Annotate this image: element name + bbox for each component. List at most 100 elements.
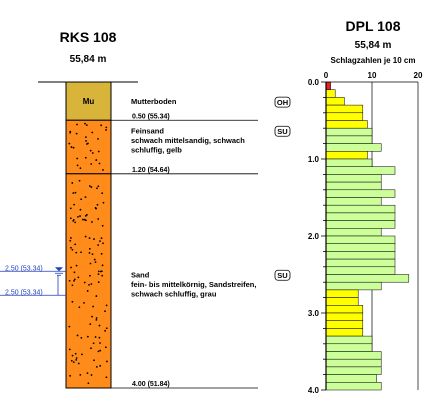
sand-dot: [89, 274, 91, 277]
sand-dot: [93, 238, 95, 240]
soil-symbol-label: OH: [277, 98, 288, 107]
sand-dot: [86, 372, 89, 374]
sand-dot: [82, 218, 84, 221]
rks-water-levels: 2.50 (53.34) 2.50 (53.34): [0, 265, 66, 296]
sand-dot: [91, 152, 94, 154]
rks-layer-desc: fein- bis mittelkörnig, Sandstreifen,: [131, 280, 256, 289]
y-tick-label: 4.0: [308, 386, 320, 395]
sand-dot: [81, 353, 83, 356]
sand-dot: [95, 159, 98, 161]
x-tick-label: 10: [368, 71, 377, 80]
water-level-label: 2.50 (53.34): [5, 265, 43, 272]
sand-dot: [73, 280, 75, 282]
dpl-bar: [325, 81, 331, 90]
dpl-bar: [325, 143, 382, 152]
sand-dot: [86, 335, 89, 338]
dpl-chart: 0 10 20 0.0 1.0 2.0 3.0 4.0: [308, 71, 423, 395]
dpl-bar: [325, 220, 396, 229]
y-tick-label: 2.0: [308, 232, 320, 241]
dpl-bar: [325, 297, 359, 306]
sand-dot: [99, 349, 102, 352]
dpl-bar: [325, 258, 396, 268]
sand-dot: [79, 208, 82, 211]
dpl-bar: [325, 228, 382, 237]
sand-dot: [73, 278, 76, 281]
sand-dot: [77, 276, 80, 279]
rks-layer-desc: schwach schluffig, grau: [131, 289, 217, 298]
sand-dot: [91, 253, 94, 256]
water-level-label: 2.50 (53.34): [5, 289, 43, 296]
dpl-bar: [325, 235, 396, 244]
sand-dot: [101, 264, 104, 267]
sand-dot: [91, 221, 93, 223]
dpl-bar: [325, 335, 373, 345]
dpl-bar: [325, 158, 373, 167]
dpl-bar: [325, 320, 364, 329]
soil-symbol-label: SU: [277, 127, 287, 136]
sand-dot: [105, 126, 108, 129]
sand-dot: [88, 237, 91, 240]
sand-dot: [101, 192, 104, 195]
sand-dot: [75, 264, 78, 267]
sand-dot: [71, 300, 74, 303]
sand-dot: [70, 246, 72, 249]
sand-dot: [97, 273, 100, 276]
sand-dot: [76, 157, 79, 160]
sand-dot: [99, 364, 102, 367]
sand-dot: [71, 354, 74, 357]
sand-dot: [85, 143, 88, 145]
sand-dot: [84, 156, 87, 159]
layer-bottom-depth: 1.20 (54.64): [132, 167, 170, 174]
sand-dot: [70, 146, 73, 148]
sand-dot: [86, 290, 89, 292]
sand-dot: [75, 251, 78, 254]
sand-dot: [71, 182, 74, 184]
sand-dot: [102, 242, 104, 245]
sand-dot: [76, 164, 79, 167]
dpl-bar: [325, 374, 377, 383]
dpl-bar: [325, 312, 364, 321]
layer-bottom-depth: 0.50 (55.34): [132, 113, 170, 120]
sand-dot: [68, 348, 71, 351]
sand-dot: [90, 374, 93, 376]
sand-dot: [70, 359, 73, 362]
soil-symbol-badge: [274, 269, 291, 281]
sand-dot: [101, 224, 104, 227]
sand-dot: [74, 352, 77, 355]
sand-dot: [99, 342, 101, 344]
sand-dot: [97, 350, 100, 353]
soil-symbol-label: SU: [277, 271, 287, 280]
sand-dot: [71, 284, 74, 287]
layer-bottom-depth: 4.00 (51.84): [132, 381, 170, 388]
dpl-bar: [325, 127, 373, 137]
sand-dot: [90, 163, 93, 165]
dpl-bar: [325, 251, 396, 260]
sand-dot: [68, 279, 71, 282]
dpl-bar: [325, 181, 382, 191]
rks-layer-desc: Feinsand: [131, 126, 164, 135]
sand-dot: [69, 217, 72, 220]
dpl-bar: [325, 135, 373, 144]
sand-dot: [98, 324, 101, 327]
dpl-bar: [325, 358, 382, 368]
sand-dot: [71, 248, 74, 251]
sand-dot: [105, 129, 107, 131]
sand-dot: [84, 196, 87, 199]
sand-dot: [80, 336, 83, 339]
sand-dot: [75, 359, 78, 361]
dpl-bar: [325, 197, 382, 206]
sand-dot: [97, 244, 100, 246]
sand-dot: [105, 376, 108, 379]
sand-dot: [75, 132, 78, 135]
sand-dot: [88, 185, 91, 187]
sand-dot: [88, 283, 90, 286]
sand-dot: [78, 179, 81, 182]
sand-dot: [84, 235, 87, 238]
sand-dot: [95, 295, 98, 297]
sand-dot: [90, 347, 92, 350]
dpl-bar: [325, 366, 382, 375]
sand-dot: [94, 206, 97, 209]
dpl-bar: [325, 328, 364, 337]
dpl-bar: [325, 343, 373, 352]
